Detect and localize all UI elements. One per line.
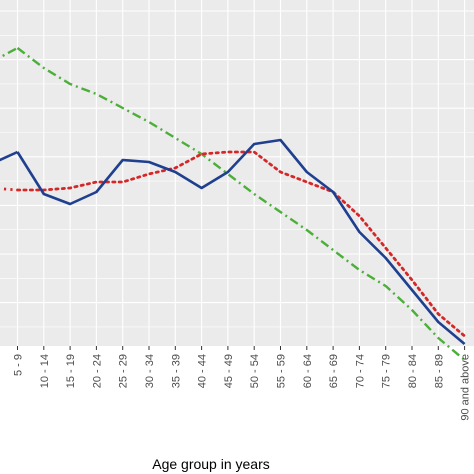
x-tick-label: 70 - 74: [354, 354, 366, 388]
series-line-solid-left-segment: [0, 150, 19, 162]
x-tick-label: 15 - 19: [65, 354, 77, 388]
x-tick-label: 35 - 39: [170, 354, 182, 388]
x-tick-label: 10 - 14: [39, 354, 51, 388]
x-tick-label: 45 - 49: [223, 354, 235, 388]
x-tick-label: 80 - 84: [407, 354, 419, 388]
series-line-dotted: [16, 150, 467, 338]
x-tick-label: 5 - 9: [13, 354, 25, 376]
x-tick-label: 40 - 44: [197, 354, 209, 388]
series-line-dotted-left-segment: [0, 187, 18, 192]
plot-panel: [0, 0, 474, 346]
x-tick-label: 75 - 79: [381, 354, 393, 388]
series-line-solid: [16, 138, 466, 345]
x-tick-label: 60 - 64: [302, 354, 314, 388]
x-tick-label: 55 - 59: [276, 354, 288, 388]
x-axis-ticks: [17, 346, 466, 350]
x-tick-label: 20 - 24: [91, 354, 103, 388]
x-axis-title: Age group in years: [152, 456, 270, 472]
x-tick-label: 30 - 34: [144, 354, 156, 388]
x-tick-label: 50 - 54: [249, 354, 261, 388]
x-axis-tick-labels: 5 - 9 10 - 14 15 - 19 20 - 24 25 - 29 30 - 34…: [13, 354, 472, 421]
series-line-dashdot: [16, 47, 466, 361]
x-tick-label: 65 - 69: [328, 354, 340, 388]
series-line-dashdot-left-segment: [0, 46, 19, 59]
x-tick-label: 25 - 29: [118, 354, 130, 388]
series-lines: [0, 46, 467, 361]
x-tick-label: 85 - 89: [433, 354, 445, 388]
x-tick-label: 90 and above: [460, 354, 472, 421]
